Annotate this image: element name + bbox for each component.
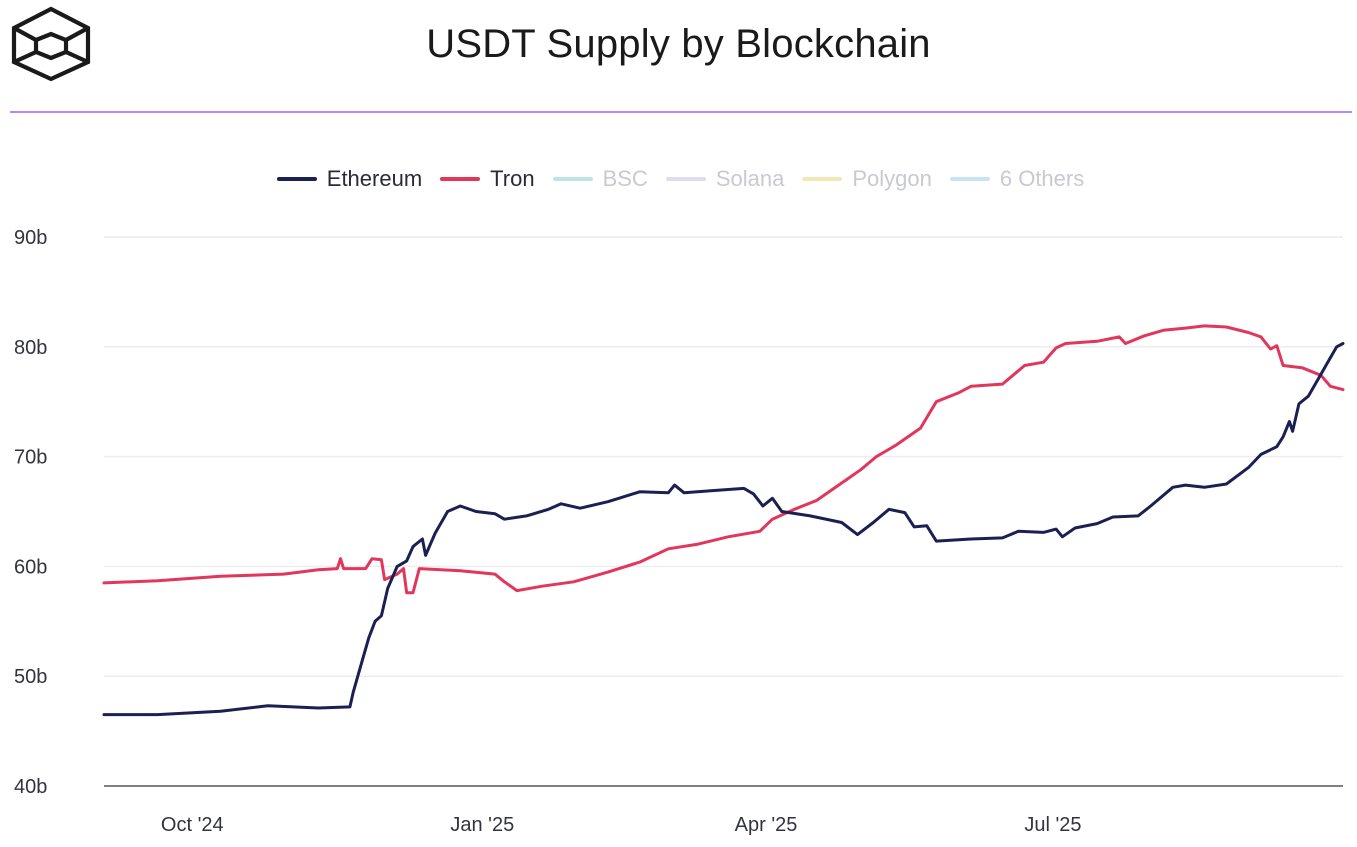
y-tick-label: 90b (14, 227, 47, 249)
legend-swatch (276, 177, 317, 181)
y-tick-label: 50b (14, 666, 47, 688)
legend-swatch (552, 177, 593, 181)
brand-logo-icon (11, 6, 91, 82)
series-line-ethereum (102, 342, 1345, 717)
page-title: USDT Supply by Blockchain (426, 22, 931, 66)
y-tick-label: 60b (14, 556, 47, 578)
y-tick-label: 80b (14, 337, 47, 359)
legend-label: Polygon (852, 166, 932, 191)
legend-item-ethereum[interactable]: Ethereum (273, 166, 422, 192)
legend-swatch (440, 177, 481, 181)
y-tick-label: 40b (14, 776, 47, 798)
x-tick-label: Apr '25 (735, 814, 798, 836)
series-line-tron (102, 324, 1345, 595)
legend-item-solana[interactable]: Solana (662, 166, 785, 192)
y-tick-label: 70b (14, 447, 47, 469)
legend-swatch (949, 177, 990, 181)
title-divider (10, 111, 1352, 113)
legend-item-bsc[interactable]: BSC (549, 166, 648, 192)
legend-label: 6 Others (999, 166, 1085, 191)
x-tick-label: Jul '25 (1024, 814, 1081, 836)
legend-label: Tron (490, 166, 535, 191)
chart-legend: Ethereum Tron BSC Solana Polygon 6 Other… (0, 166, 1357, 192)
legend-swatch (665, 177, 706, 181)
legend-label: Solana (715, 166, 785, 191)
x-tick-label: Oct '24 (161, 814, 224, 836)
x-tick-label: Jan '25 (450, 814, 514, 836)
legend-item-polygon[interactable]: Polygon (798, 166, 932, 192)
legend-item-tron[interactable]: Tron (436, 166, 535, 192)
legend-label: BSC (602, 166, 648, 191)
legend-item-6-others[interactable]: 6 Others (946, 166, 1084, 192)
legend-label: Ethereum (326, 166, 423, 191)
legend-swatch (802, 177, 843, 181)
